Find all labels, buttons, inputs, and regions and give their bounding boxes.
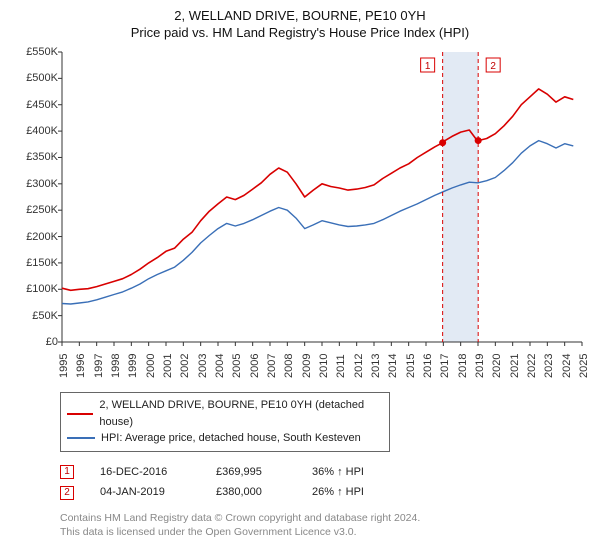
x-tick-label: 2022 [526,354,538,378]
footer-line2: This data is licensed under the Open Gov… [60,525,588,539]
chart-title-address: 2, WELLAND DRIVE, BOURNE, PE10 0YH [12,8,588,23]
legend-item-property: 2, WELLAND DRIVE, BOURNE, PE10 0YH (deta… [67,397,383,430]
legend-item-hpi: HPI: Average price, detached house, Sout… [67,430,383,447]
chart-area: 12 £0£50K£100K£150K£200K£250K£300K£350K£… [12,48,588,388]
y-tick-label: £350K [26,151,58,163]
sale-hpi-delta: 26% ↑ HPI [312,482,364,503]
sale-marker-icon: 1 [60,465,74,479]
sale-price: £369,995 [216,462,286,483]
x-tick-label: 2010 [318,354,330,378]
sale-marker-num: 2 [64,483,70,502]
sale-date: 04-JAN-2019 [100,482,190,503]
x-tick-label: 2009 [301,354,313,378]
x-tick-label: 1995 [58,354,70,378]
x-tick-label: 2008 [283,354,295,378]
x-tick-label: 2025 [578,354,590,378]
y-tick-label: £450K [26,99,58,111]
x-tick-label: 2006 [249,354,261,378]
x-tick-label: 2007 [266,354,278,378]
x-tick-label: 2014 [387,354,399,378]
sale-hpi-delta: 36% ↑ HPI [312,462,364,483]
x-tick-label: 2023 [543,354,555,378]
y-tick-label: £150K [26,257,58,269]
x-tick-label: 1999 [127,354,139,378]
page-root: 2, WELLAND DRIVE, BOURNE, PE10 0YH Price… [0,0,600,546]
x-tick-label: 2017 [439,354,451,378]
y-tick-label: £500K [26,72,58,84]
x-tick-label: 2003 [197,354,209,378]
x-tick-label: 2020 [491,354,503,378]
sale-marker-num: 1 [64,462,70,481]
legend-box: 2, WELLAND DRIVE, BOURNE, PE10 0YH (deta… [60,392,390,452]
x-tick-label: 2011 [335,354,347,378]
chart-title-block: 2, WELLAND DRIVE, BOURNE, PE10 0YH Price… [12,8,588,40]
y-tick-label: £400K [26,125,58,137]
y-tick-label: £300K [26,178,58,190]
chart-svg: 12 [12,48,588,388]
x-tick-label: 2024 [561,354,573,378]
y-tick-label: £250K [26,204,58,216]
y-tick-label: £100K [26,283,58,295]
x-tick-label: 1997 [93,354,105,378]
svg-text:1: 1 [425,61,431,72]
x-tick-label: 2021 [509,354,521,378]
svg-text:2: 2 [490,61,496,72]
x-tick-label: 2002 [179,354,191,378]
x-tick-label: 2004 [214,354,226,378]
sale-date: 16-DEC-2016 [100,462,190,483]
x-tick-label: 2016 [422,354,434,378]
x-tick-label: 2000 [145,354,157,378]
sale-row: 2 04-JAN-2019 £380,000 26% ↑ HPI [60,482,588,503]
x-tick-label: 2015 [405,354,417,378]
sales-block: 1 16-DEC-2016 £369,995 36% ↑ HPI 2 04-JA… [60,462,588,504]
x-tick-label: 2018 [457,354,469,378]
legend-label-hpi: HPI: Average price, detached house, Sout… [101,430,361,447]
legend-label-property: 2, WELLAND DRIVE, BOURNE, PE10 0YH (deta… [99,397,383,430]
chart-title-subtitle: Price paid vs. HM Land Registry's House … [12,25,588,40]
legend-swatch-hpi [67,437,95,439]
x-tick-label: 2001 [162,354,174,378]
x-tick-label: 2005 [231,354,243,378]
sale-row: 1 16-DEC-2016 £369,995 36% ↑ HPI [60,462,588,483]
x-tick-label: 1998 [110,354,122,378]
x-tick-label: 2012 [353,354,365,378]
sale-marker-icon: 2 [60,486,74,500]
y-tick-label: £200K [26,231,58,243]
y-tick-label: £0 [46,336,58,348]
legend-swatch-property [67,413,93,415]
footer-line1: Contains HM Land Registry data © Crown c… [60,511,588,525]
y-tick-label: £550K [26,46,58,58]
x-tick-label: 1996 [75,354,87,378]
y-tick-label: £50K [32,310,58,322]
footer: Contains HM Land Registry data © Crown c… [60,511,588,539]
x-tick-label: 2019 [474,354,486,378]
x-tick-label: 2013 [370,354,382,378]
sale-price: £380,000 [216,482,286,503]
